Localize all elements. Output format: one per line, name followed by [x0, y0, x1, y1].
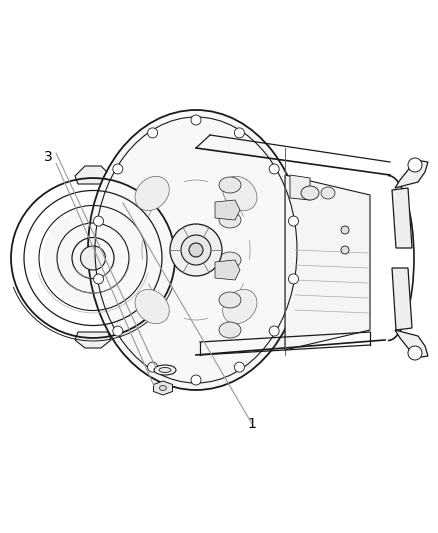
Ellipse shape [301, 186, 319, 200]
Text: 3: 3 [44, 150, 53, 164]
Polygon shape [153, 381, 173, 395]
Ellipse shape [219, 322, 241, 338]
Ellipse shape [113, 164, 123, 174]
Ellipse shape [154, 365, 176, 375]
Ellipse shape [93, 216, 103, 226]
Ellipse shape [289, 216, 298, 226]
Ellipse shape [219, 212, 241, 228]
Ellipse shape [223, 289, 257, 324]
Ellipse shape [135, 289, 169, 324]
Ellipse shape [408, 158, 422, 172]
Ellipse shape [191, 115, 201, 125]
Text: 1: 1 [247, 417, 256, 431]
Ellipse shape [234, 128, 244, 138]
Ellipse shape [88, 110, 304, 390]
Ellipse shape [148, 362, 158, 372]
Ellipse shape [93, 274, 103, 284]
Polygon shape [285, 175, 370, 350]
Ellipse shape [181, 235, 211, 265]
Ellipse shape [219, 252, 241, 268]
Ellipse shape [234, 362, 244, 372]
Ellipse shape [189, 243, 203, 257]
Ellipse shape [113, 326, 123, 336]
Ellipse shape [170, 224, 222, 276]
Ellipse shape [135, 176, 169, 211]
Ellipse shape [341, 246, 349, 254]
Polygon shape [392, 188, 412, 248]
Polygon shape [395, 160, 428, 188]
Ellipse shape [43, 209, 143, 306]
Ellipse shape [219, 292, 241, 308]
Polygon shape [395, 330, 428, 358]
Polygon shape [215, 260, 240, 280]
Polygon shape [196, 148, 285, 355]
Ellipse shape [408, 346, 422, 360]
Ellipse shape [81, 246, 106, 270]
Ellipse shape [219, 177, 241, 193]
Ellipse shape [321, 187, 335, 199]
Polygon shape [75, 166, 111, 184]
Ellipse shape [223, 176, 257, 211]
Ellipse shape [191, 375, 201, 385]
Polygon shape [392, 268, 412, 330]
Polygon shape [215, 200, 240, 220]
Ellipse shape [159, 367, 171, 373]
Ellipse shape [289, 274, 298, 284]
Polygon shape [75, 332, 111, 348]
Ellipse shape [159, 385, 166, 391]
Ellipse shape [341, 226, 349, 234]
Ellipse shape [269, 326, 279, 336]
Ellipse shape [148, 128, 158, 138]
Ellipse shape [269, 164, 279, 174]
Polygon shape [290, 175, 310, 200]
